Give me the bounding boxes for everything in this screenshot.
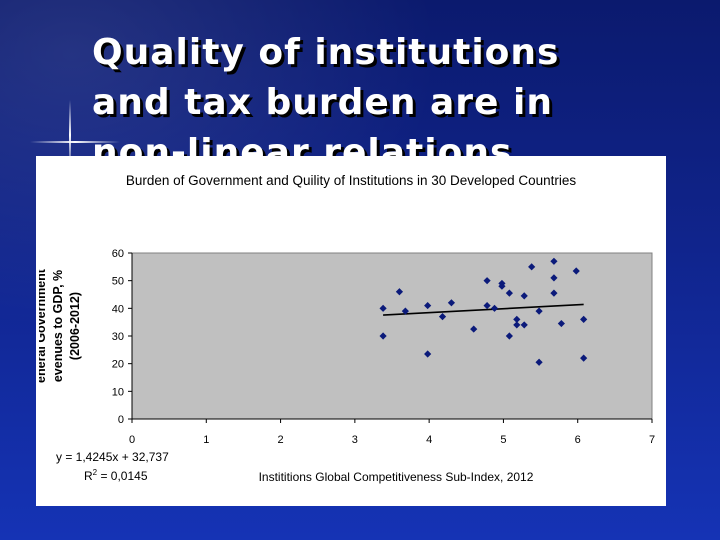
data-point [401,307,409,315]
y-axis-label-container: eneral Government evenues to GDP, % (200… [39,241,95,411]
data-point [379,332,387,340]
data-point [498,282,506,290]
data-point [505,332,513,340]
r-squared-label: R2 = 0,0145 [84,468,148,483]
data-point [520,292,528,300]
data-point [520,321,528,329]
slide-title: Quality of institutions and tax burden a… [92,32,560,163]
y-tick-label: 20 [112,359,124,371]
x-tick-label: 0 [129,434,135,446]
y-tick-label: 30 [112,331,124,343]
chart-title: Burden of Government and Quility of Inst… [125,173,577,188]
x-tick-label: 4 [426,434,432,446]
data-point [424,350,432,358]
data-point [447,299,456,307]
x-tick-label: 1 [203,434,209,446]
data-point [528,263,536,271]
x-tick-label: 5 [500,434,506,446]
x-tick-label: 2 [278,434,284,446]
y-tick-label: 60 [112,248,124,260]
data-point [535,307,543,315]
data-point [513,321,521,329]
x-tick-label: 6 [575,434,581,446]
trendline-equation: y = 1,4245x + 32,737 [56,450,169,464]
x-tick-label: 3 [352,434,358,446]
light-flare-horizontal [30,141,120,143]
plot-area [131,252,653,420]
y-tick-label: 40 [112,303,124,315]
x-axis-label: Instititions Global Competitiveness Sub-… [258,470,534,484]
data-point [505,289,513,297]
r-squared-exponent: 2 [92,468,98,477]
y-tick-label: 0 [118,414,124,426]
x-tick-label: 7 [649,434,655,446]
chart-panel: 0 10 20 30 40 50 60 0 1 2 3 4 5 6 7 Burden of Governme… [36,156,666,506]
light-flare-vertical [69,100,71,170]
data-point [535,358,543,366]
y-tick-label: 10 [112,386,124,398]
data-point [572,267,580,275]
y-tick-label: 50 [112,276,124,288]
trendline [383,303,584,316]
data-point [395,288,404,296]
data-point [557,319,565,328]
y-axis-label: eneral Government evenues to GDP, % (200… [39,269,82,383]
r-squared-value: = 0,0145 [97,469,148,483]
scatter-chart: 0 10 20 30 40 50 60 0 1 2 3 4 5 6 7 [112,248,655,446]
r-squared-prefix: R [84,469,93,483]
